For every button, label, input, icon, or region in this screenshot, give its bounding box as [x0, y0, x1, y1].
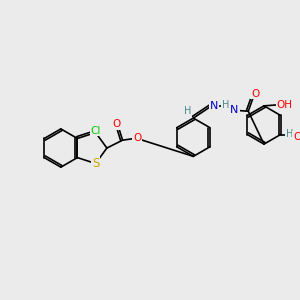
Text: O: O — [251, 88, 259, 99]
Text: OH: OH — [277, 100, 292, 110]
Text: O: O — [133, 133, 141, 143]
Text: H: H — [286, 129, 293, 139]
Text: H: H — [184, 106, 191, 116]
Text: O: O — [112, 119, 121, 130]
Text: N: N — [230, 105, 239, 115]
Text: Cl: Cl — [90, 126, 101, 136]
Text: N: N — [210, 101, 218, 111]
Text: O: O — [293, 131, 300, 142]
Text: H: H — [222, 100, 230, 110]
Text: S: S — [92, 157, 99, 170]
